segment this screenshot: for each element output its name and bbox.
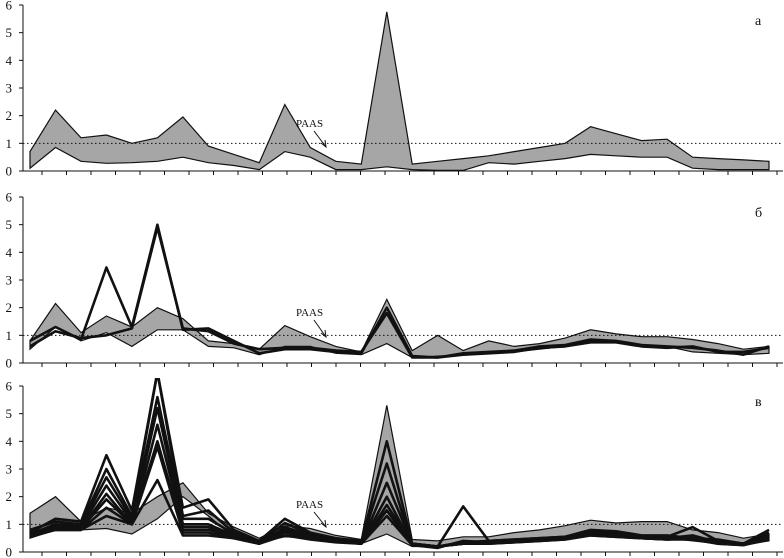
range-band xyxy=(29,11,770,171)
panel-letter: в xyxy=(755,395,762,410)
paas-label: PAAS xyxy=(296,499,323,511)
range-band xyxy=(29,298,770,359)
y-tick-label: 3 xyxy=(6,273,13,288)
paas-arrow-head xyxy=(320,329,327,339)
y-tick-label: 6 xyxy=(6,0,13,13)
y-tick-label: 0 xyxy=(6,164,13,179)
panel-letter: б xyxy=(755,206,762,221)
chart-panel: 0 1 2 3 4 5 6 PAAS б xyxy=(6,190,783,371)
y-tick-label: 4 xyxy=(6,245,13,260)
y-tick-label: 0 xyxy=(6,545,13,558)
y-tick-label: 0 xyxy=(6,356,13,371)
y-tick-label: 2 xyxy=(6,300,13,315)
y-tick-label: 5 xyxy=(6,406,13,421)
y-tick-label: 6 xyxy=(6,190,13,205)
paas-arrow xyxy=(313,511,327,528)
y-tick-label: 6 xyxy=(6,379,13,394)
paas-arrow xyxy=(313,130,327,148)
y-tick-label: 4 xyxy=(6,53,13,68)
chart-panel: 0 1 2 3 4 5 6 PAAS в xyxy=(6,378,783,558)
y-tick-label: 2 xyxy=(6,489,13,504)
paas-arrow xyxy=(313,319,327,338)
chart-panel: 0 1 2 3 4 5 6 PAAS а xyxy=(6,0,783,179)
sample-line xyxy=(29,226,770,359)
paas-label: PAAS xyxy=(296,307,323,319)
sample-line xyxy=(29,478,770,548)
paas-arrow-head xyxy=(320,519,327,529)
y-tick-label: 1 xyxy=(6,517,13,532)
y-tick-label: 3 xyxy=(6,462,13,477)
y-tick-label: 1 xyxy=(6,328,13,343)
paas-label: PAAS xyxy=(296,118,323,130)
panel-letter: а xyxy=(755,14,762,29)
y-tick-label: 5 xyxy=(6,25,13,40)
y-tick-label: 5 xyxy=(6,217,13,232)
y-tick-label: 1 xyxy=(6,136,13,151)
paas-arrow-head xyxy=(320,139,327,149)
y-tick-label: 2 xyxy=(6,108,13,123)
y-tick-label: 4 xyxy=(6,434,13,449)
y-tick-label: 3 xyxy=(6,81,13,96)
